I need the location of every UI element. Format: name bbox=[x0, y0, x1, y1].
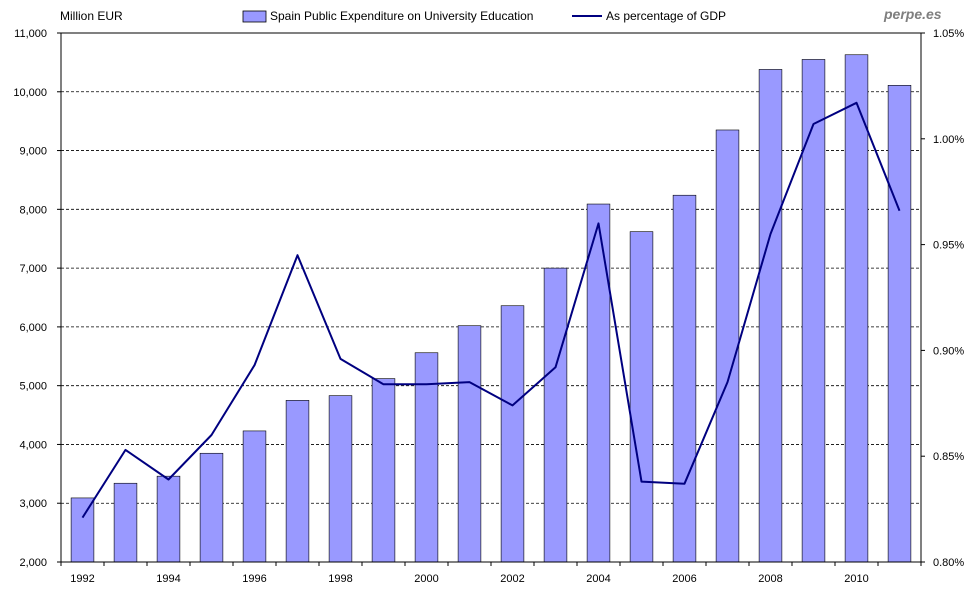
left-tick-label: 6,000 bbox=[19, 322, 47, 334]
bar bbox=[629, 231, 654, 563]
bar bbox=[113, 482, 138, 563]
x-tick-label: 1992 bbox=[70, 573, 94, 585]
brand-watermark: perpe.es bbox=[883, 6, 942, 22]
x-tick-label: 2006 bbox=[672, 573, 696, 585]
bar bbox=[500, 305, 525, 563]
bar bbox=[328, 395, 353, 563]
legend-bar-swatch bbox=[242, 10, 267, 23]
right-tick-label: 0.90% bbox=[933, 345, 964, 357]
x-tick-label: 1996 bbox=[242, 573, 266, 585]
bar bbox=[242, 430, 267, 563]
legend: Spain Public Expenditure on University E… bbox=[242, 9, 726, 23]
line-series bbox=[81, 101, 901, 519]
bar bbox=[70, 497, 95, 563]
bar bbox=[457, 325, 482, 563]
left-tick-label: 7,000 bbox=[19, 263, 47, 275]
x-tick-label: 2008 bbox=[758, 573, 782, 585]
bar bbox=[371, 378, 396, 563]
left-tick-label: 11,000 bbox=[14, 28, 47, 40]
legend-line-label: As percentage of GDP bbox=[606, 9, 726, 23]
bar bbox=[672, 194, 697, 563]
bar bbox=[801, 59, 826, 563]
left-axis-label: Million EUR bbox=[60, 9, 123, 23]
left-tick-label: 4,000 bbox=[19, 439, 47, 451]
left-tick-label: 5,000 bbox=[19, 381, 47, 393]
x-tick-label: 2004 bbox=[586, 573, 610, 585]
left-tick-label: 3,000 bbox=[19, 498, 47, 510]
left-tick-label: 9,000 bbox=[19, 146, 47, 158]
bar-series bbox=[70, 54, 912, 563]
right-tick-label: 0.80% bbox=[933, 557, 964, 569]
right-tick-label: 1.05% bbox=[933, 28, 964, 40]
right-axis: 0.80% 0.85% 0.90% 0.95% 1.00% 1.05% bbox=[921, 28, 964, 569]
legend-bar-label: Spain Public Expenditure on University E… bbox=[270, 9, 533, 23]
x-tick-label: 2000 bbox=[414, 573, 438, 585]
bar bbox=[758, 69, 783, 563]
bar bbox=[156, 475, 181, 563]
bar bbox=[586, 203, 611, 563]
left-tick-label: 10,000 bbox=[13, 87, 47, 99]
x-axis: 1992 1994 1996 1998 2000 2002 2004 2006 2008 2010 bbox=[60, 562, 922, 585]
x-tick-label: 1998 bbox=[328, 573, 352, 585]
bar bbox=[715, 129, 740, 563]
bar bbox=[844, 54, 869, 563]
left-tick-label: 2,000 bbox=[19, 557, 47, 569]
left-axis: 2,000 3,000 4,000 5,000 6,000 7,000 8,000 9,000… bbox=[13, 28, 61, 569]
bar bbox=[543, 267, 568, 563]
right-tick-label: 0.85% bbox=[933, 451, 964, 463]
gdp-share-line bbox=[81, 101, 901, 519]
bar bbox=[285, 400, 310, 563]
left-tick-label: 8,000 bbox=[19, 204, 47, 216]
x-tick-label: 2002 bbox=[500, 573, 524, 585]
x-tick-label: 1994 bbox=[156, 573, 180, 585]
bar bbox=[887, 85, 912, 563]
x-tick-label: 2010 bbox=[844, 573, 868, 585]
right-tick-label: 0.95% bbox=[933, 240, 964, 252]
right-tick-label: 1.00% bbox=[933, 134, 964, 146]
bar bbox=[199, 452, 224, 563]
